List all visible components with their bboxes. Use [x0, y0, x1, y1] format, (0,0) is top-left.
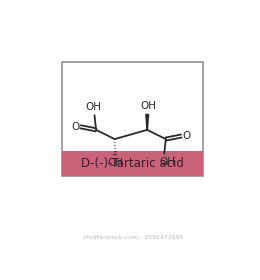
Bar [62, 62, 203, 176]
Bar [62, 151, 203, 176]
Text: OH: OH [141, 101, 157, 111]
Text: OH: OH [107, 158, 124, 167]
Polygon shape [146, 115, 148, 130]
Text: O: O [183, 131, 191, 141]
Text: shutterstock.com · 2556477695: shutterstock.com · 2556477695 [83, 235, 184, 240]
Text: D-(-)-Tartaric acid: D-(-)-Tartaric acid [81, 157, 184, 170]
Text: OH: OH [86, 102, 102, 112]
Text: OH: OH [159, 157, 175, 167]
Text: O: O [71, 122, 79, 132]
